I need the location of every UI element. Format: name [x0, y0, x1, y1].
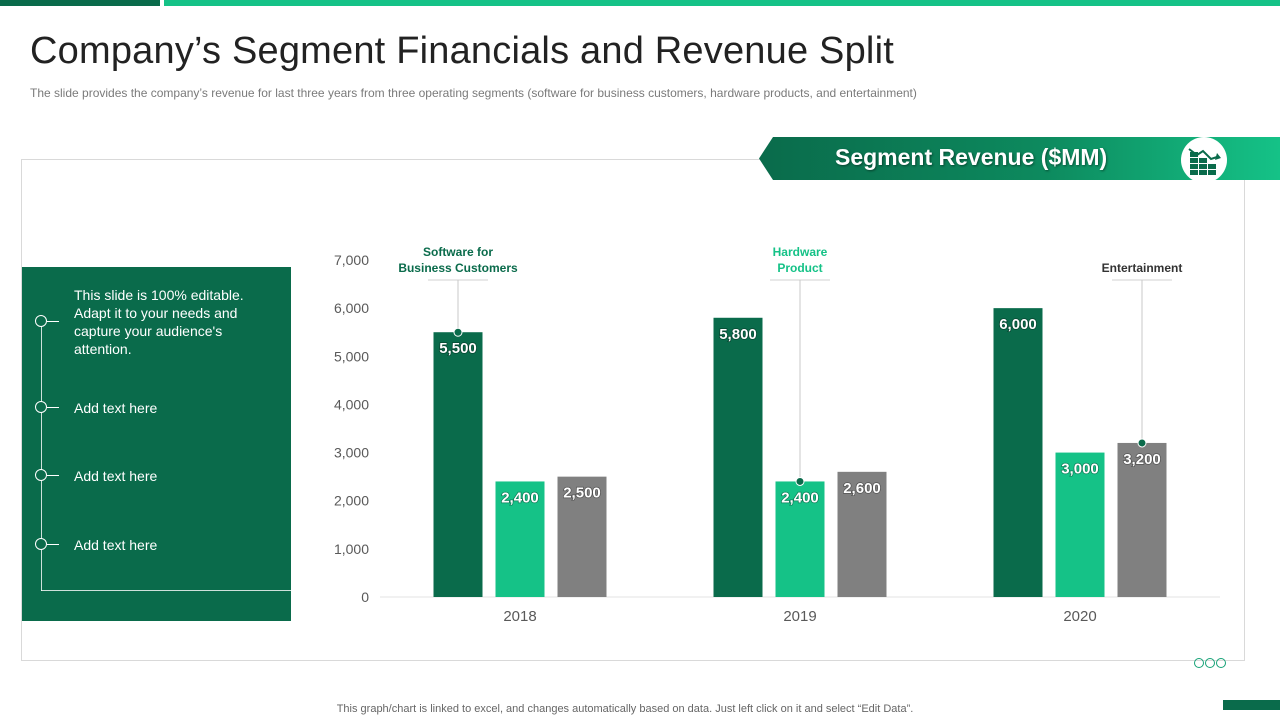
y-tick-label: 3,000 — [334, 445, 369, 461]
y-tick-label: 5,000 — [334, 348, 369, 364]
bar-value-label: 3,200 — [1123, 451, 1161, 468]
x-tick-label: 2019 — [783, 608, 816, 625]
bar-value-label: 3,000 — [1061, 461, 1099, 478]
x-tick-label: 2020 — [1063, 608, 1096, 625]
y-tick-label: 6,000 — [334, 300, 369, 316]
page-title: Company’s Segment Financials and Revenue… — [30, 30, 894, 72]
bar — [713, 317, 763, 597]
bar — [993, 308, 1043, 597]
bar — [557, 476, 607, 597]
bar — [433, 332, 483, 597]
bullet-marker — [35, 469, 47, 481]
series-annotation-label: Software for — [423, 245, 493, 259]
page-dot — [1216, 658, 1226, 668]
notes-item: This slide is 100% editable. Adapt it to… — [74, 287, 244, 357]
series-annotation-label: Product — [777, 261, 822, 275]
page-dot — [1194, 658, 1204, 668]
notes-panel — [22, 267, 291, 621]
bar-value-label: 2,500 — [563, 485, 601, 502]
bar — [1055, 452, 1105, 597]
bar-value-label: 2,600 — [843, 480, 881, 497]
bottom-right-accent-bar — [1223, 700, 1280, 710]
bar-value-label: 6,000 — [999, 316, 1037, 333]
annotation-marker — [1137, 438, 1147, 448]
banner-label: Segment Revenue ($MM) — [835, 144, 1108, 170]
page-subtitle: The slide provides the company’s revenue… — [30, 86, 917, 100]
bar — [1117, 442, 1167, 597]
y-tick-label: 2,000 — [334, 493, 369, 509]
footer-note: This graph/chart is linked to excel, and… — [0, 703, 1280, 715]
pagination-dots — [1194, 655, 1227, 668]
top-accent-bar-dark — [0, 0, 160, 6]
bar — [495, 481, 545, 597]
series-annotation-label: Business Customers — [398, 261, 518, 275]
notes-item: Add text here — [74, 400, 158, 416]
top-accent-bar-light — [164, 0, 1280, 6]
bullet-marker — [35, 401, 47, 413]
bar-value-label: 2,400 — [501, 489, 539, 506]
x-tick-label: 2018 — [503, 608, 536, 625]
footer-text: This graph/chart is linked to excel, and… — [336, 703, 914, 715]
bar — [775, 481, 825, 597]
page-dot — [1205, 658, 1215, 668]
y-tick-label: 7,000 — [334, 252, 369, 268]
bar-value-label: 2,400 — [781, 489, 819, 506]
series-annotation-label: Hardware — [773, 245, 828, 259]
y-tick-label: 0 — [361, 589, 369, 605]
notes-item: Add text here — [74, 468, 158, 484]
notes-timeline-baseline — [41, 590, 291, 591]
bullet-marker — [35, 538, 47, 550]
bullet-marker — [35, 315, 47, 327]
bar-chart-decline-icon — [1181, 137, 1227, 183]
annotation-marker — [453, 327, 463, 337]
y-tick-label: 1,000 — [334, 541, 369, 557]
bar-value-label: 5,500 — [439, 340, 477, 357]
bullet-connector — [47, 475, 59, 476]
annotation-marker — [795, 476, 805, 486]
bullet-connector — [47, 321, 59, 322]
y-tick-label: 4,000 — [334, 396, 369, 412]
notes-timeline-line — [41, 321, 42, 591]
notes-item: Add text here — [74, 537, 158, 553]
bar — [837, 471, 887, 597]
bullet-connector — [47, 544, 59, 545]
bar-value-label: 5,800 — [719, 326, 757, 343]
bullet-connector — [47, 407, 59, 408]
series-annotation-label: Entertainment — [1102, 261, 1183, 275]
